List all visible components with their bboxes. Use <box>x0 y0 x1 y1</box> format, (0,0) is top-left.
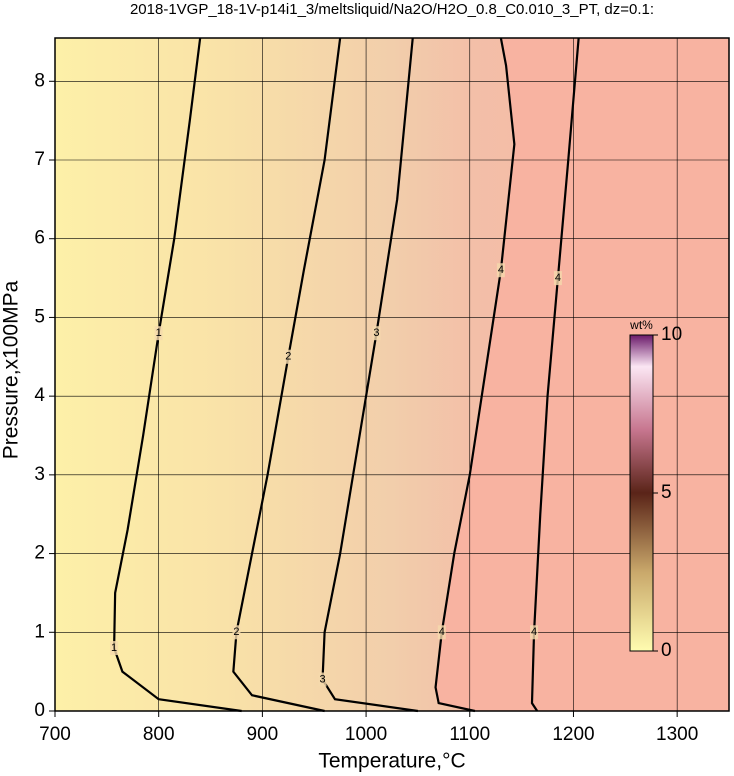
colorbar-label: wt% <box>629 318 653 332</box>
x-tick-label: 1100 <box>449 724 490 745</box>
y-axis-label: Pressure,x100MPa <box>0 280 23 459</box>
y-tick-label: 5 <box>34 306 45 327</box>
y-tick-label: 8 <box>34 70 45 91</box>
contour-label: 4 <box>439 626 445 638</box>
contour-line <box>434 37 516 713</box>
contour-label: 4 <box>531 626 537 638</box>
contour-label: 1 <box>111 642 117 654</box>
contour-label: 3 <box>319 673 325 685</box>
colorbar-tick-label: 0 <box>661 640 672 661</box>
colorbar-tick-label: 5 <box>661 482 672 503</box>
plot-frame <box>54 37 730 712</box>
x-axis-label: Temperature,°C <box>318 750 465 773</box>
contour-label-bg <box>530 625 539 640</box>
contour-label-bg <box>496 263 505 278</box>
contour-label: 2 <box>233 626 239 638</box>
contour-line <box>530 37 580 712</box>
x-tick-label: 1300 <box>656 724 698 745</box>
y-tick-label: 6 <box>34 228 45 249</box>
contour-label-bg <box>232 625 241 640</box>
y-tick-label: 1 <box>34 621 45 642</box>
x-tick-label: 1000 <box>345 724 387 745</box>
chart-title: 2018-1VGP_18-1V-p14i1_3/meltsliquid/Na2O… <box>130 1 654 18</box>
contour-label: 2 <box>285 351 291 363</box>
contour-line <box>232 37 342 713</box>
y-tick-label: 7 <box>34 149 45 170</box>
x-tick-label: 800 <box>143 724 175 745</box>
contour-label: 1 <box>156 327 162 339</box>
contour-label: 4 <box>555 272 561 284</box>
contour-label-bg <box>110 641 119 656</box>
contour-label-bg <box>437 625 446 640</box>
contour-label: 3 <box>373 327 379 339</box>
high-region <box>435 38 729 711</box>
colorbar-tick-label: 10 <box>661 324 682 345</box>
contour-label-bg <box>372 326 381 341</box>
y-tick-label: 2 <box>34 543 45 564</box>
y-tick-label: 0 <box>34 700 45 721</box>
contour-line <box>321 37 419 713</box>
x-tick-label: 1200 <box>552 724 594 745</box>
y-tick-label: 4 <box>34 385 45 406</box>
x-tick-label: 700 <box>39 724 71 745</box>
contour-label-bg <box>553 271 562 286</box>
y-tick-label: 3 <box>34 464 45 485</box>
contour-line <box>113 37 242 713</box>
contour-label: 4 <box>498 264 504 276</box>
contour-label-bg <box>318 672 327 687</box>
contour-label-bg <box>284 349 293 364</box>
contour-label-bg <box>154 326 163 341</box>
x-tick-label: 900 <box>247 724 279 745</box>
colorbar <box>629 334 654 652</box>
